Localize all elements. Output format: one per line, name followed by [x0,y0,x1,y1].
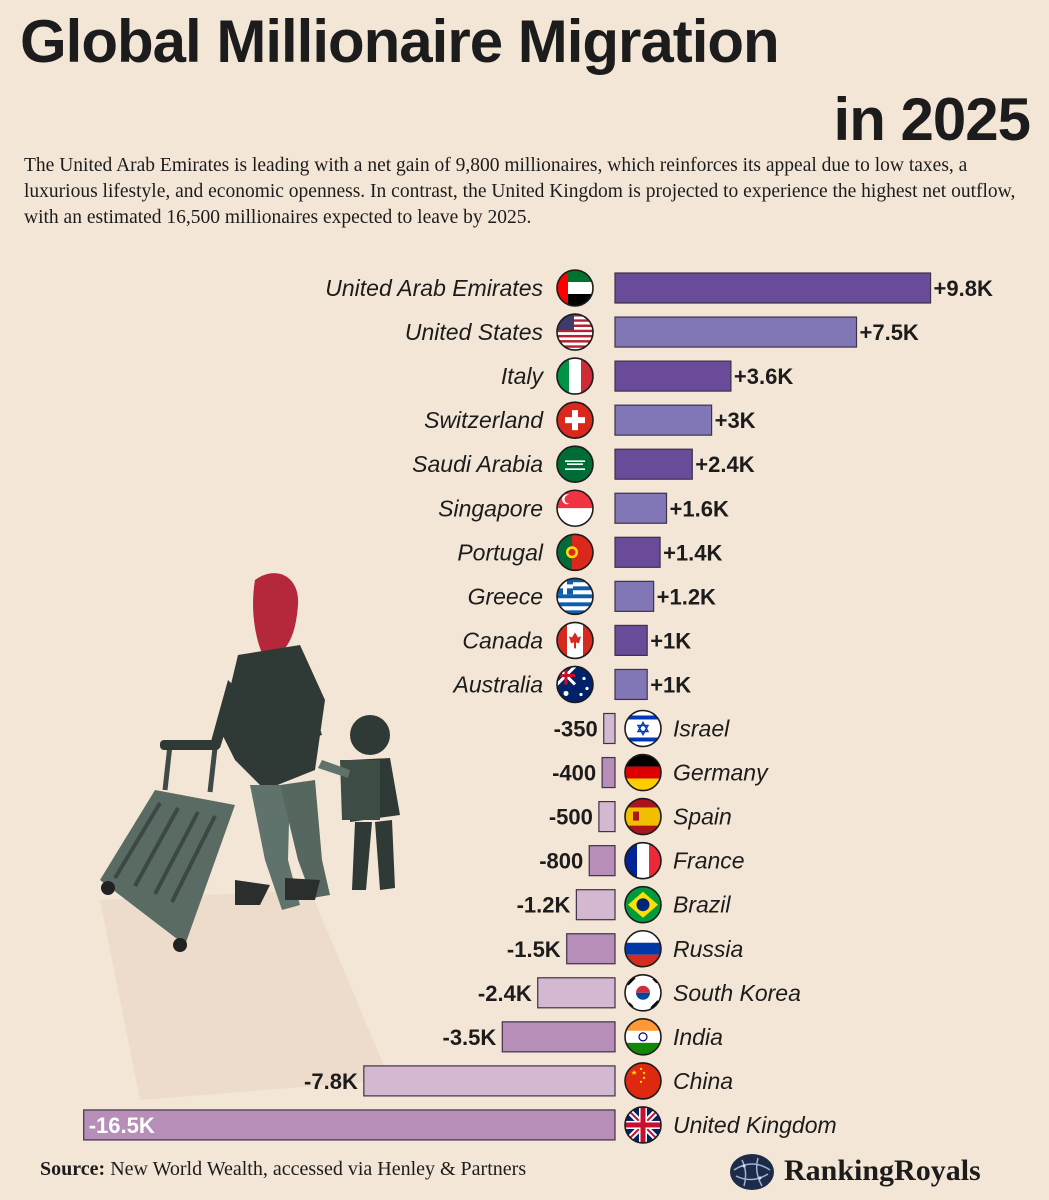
bar-16 [537,977,616,1009]
value-label-11: -400 [552,761,596,786]
subtitle: The United Arab Emirates is leading with… [24,155,1016,228]
category-label-9: Australia [452,671,543,697]
bar-1 [614,316,858,348]
india-flag-icon [624,1018,662,1056]
bar-6 [614,536,661,568]
value-label-12: -500 [549,805,593,830]
usa-flag-icon [556,313,594,351]
bar-7 [614,580,655,612]
suitcase-icon [100,740,235,952]
source-text: New World Wealth, accessed via Henley & … [110,1158,527,1180]
china-flag-icon [624,1062,662,1100]
bar-chart: United Arab Emirates +9.8K United States +7… [83,269,993,1144]
category-label-15: Russia [673,936,743,962]
south-korea-flag-icon [624,973,662,1012]
category-label-11: Germany [673,760,769,786]
bar-4 [614,448,693,480]
category-label-18: China [673,1068,733,1094]
value-label-1: +7.5K [860,320,919,345]
italy-flag-icon [556,357,594,395]
value-label-4: +2.4K [695,452,754,477]
bar-3 [614,404,713,436]
source-label: Source: [40,1158,106,1180]
value-label-16: -2.4K [478,981,532,1006]
bar-19 [83,1109,616,1141]
bar-5 [614,492,668,524]
category-label-16: South Korea [673,980,801,1006]
category-label-14: Brazil [673,892,731,918]
value-label-9: +1K [650,672,691,697]
australia-flag-icon [556,665,594,704]
category-label-2: Italy [501,363,545,389]
category-label-19: United Kingdom [673,1112,837,1138]
uk-flag-icon [624,1106,662,1144]
spain-flag-icon [624,797,662,836]
child-figure [318,715,400,890]
value-label-0: +9.8K [934,276,993,301]
bar-11 [601,756,616,789]
woman-figure [210,573,330,910]
category-label-0: United Arab Emirates [325,275,543,301]
value-label-19: -16.5K [89,1113,155,1138]
category-label-4: Saudi Arabia [412,451,543,477]
value-label-18: -7.8K [304,1069,358,1094]
title-line-2: in 2025 [833,86,1031,153]
value-label-17: -3.5K [443,1025,497,1050]
bar-8 [614,624,648,657]
bar-2 [614,360,732,392]
value-label-8: +1K [650,628,691,653]
bar-13 [588,845,616,877]
france-flag-icon [624,841,662,880]
category-label-7: Greece [468,583,543,609]
category-label-12: Spain [673,804,732,830]
uae-flag-icon [556,269,594,307]
value-label-6: +1.4K [663,540,722,565]
bar-9 [614,668,648,701]
germany-flag-icon [624,753,662,792]
category-label-17: India [673,1024,723,1050]
value-label-5: +1.6K [670,496,729,521]
bar-17 [501,1021,616,1053]
greece-flag-icon [556,577,594,616]
category-label-13: France [673,848,745,874]
value-label-15: -1.5K [507,937,561,962]
category-label-10: Israel [673,716,730,742]
bar-0 [614,272,932,304]
bar-18 [363,1065,616,1097]
title-line-1: Global Millionaire Migration [20,8,780,75]
category-label-6: Portugal [457,539,544,565]
value-label-14: -1.2K [517,893,571,918]
bars-layer: United Arab Emirates +9.8K United States +7… [83,269,993,1144]
switzerland-flag-icon [556,401,594,439]
brazil-flag-icon [624,885,662,924]
value-label-10: -350 [554,717,598,742]
category-label-3: Switzerland [424,407,544,433]
bar-15 [566,933,616,965]
brand: RankingRoyals [728,1150,1038,1194]
category-label-8: Canada [462,627,543,653]
value-label-13: -800 [539,849,583,874]
category-label-5: Singapore [438,495,543,521]
value-label-7: +1.2K [657,584,716,609]
ground-shadow [100,890,390,1100]
bar-12 [598,800,616,833]
canada-flag-icon [556,621,594,660]
globe-logo-icon [730,1154,774,1190]
source-note: Source: New World Wealth, accessed via H… [40,1158,526,1181]
category-label-1: United States [405,319,544,345]
portugal-flag-icon [556,533,594,572]
value-label-3: +3K [715,408,756,433]
saudi-arabia-flag-icon [556,445,594,484]
singapore-flag-icon [556,489,594,528]
value-label-2: +3.6K [734,364,793,389]
bar-10 [603,712,616,745]
israel-flag-icon [624,709,662,748]
bar-14 [575,889,616,921]
russia-flag-icon [624,929,662,968]
traveler-illustration [100,573,400,1100]
brand-name: RankingRoyals [784,1154,981,1187]
